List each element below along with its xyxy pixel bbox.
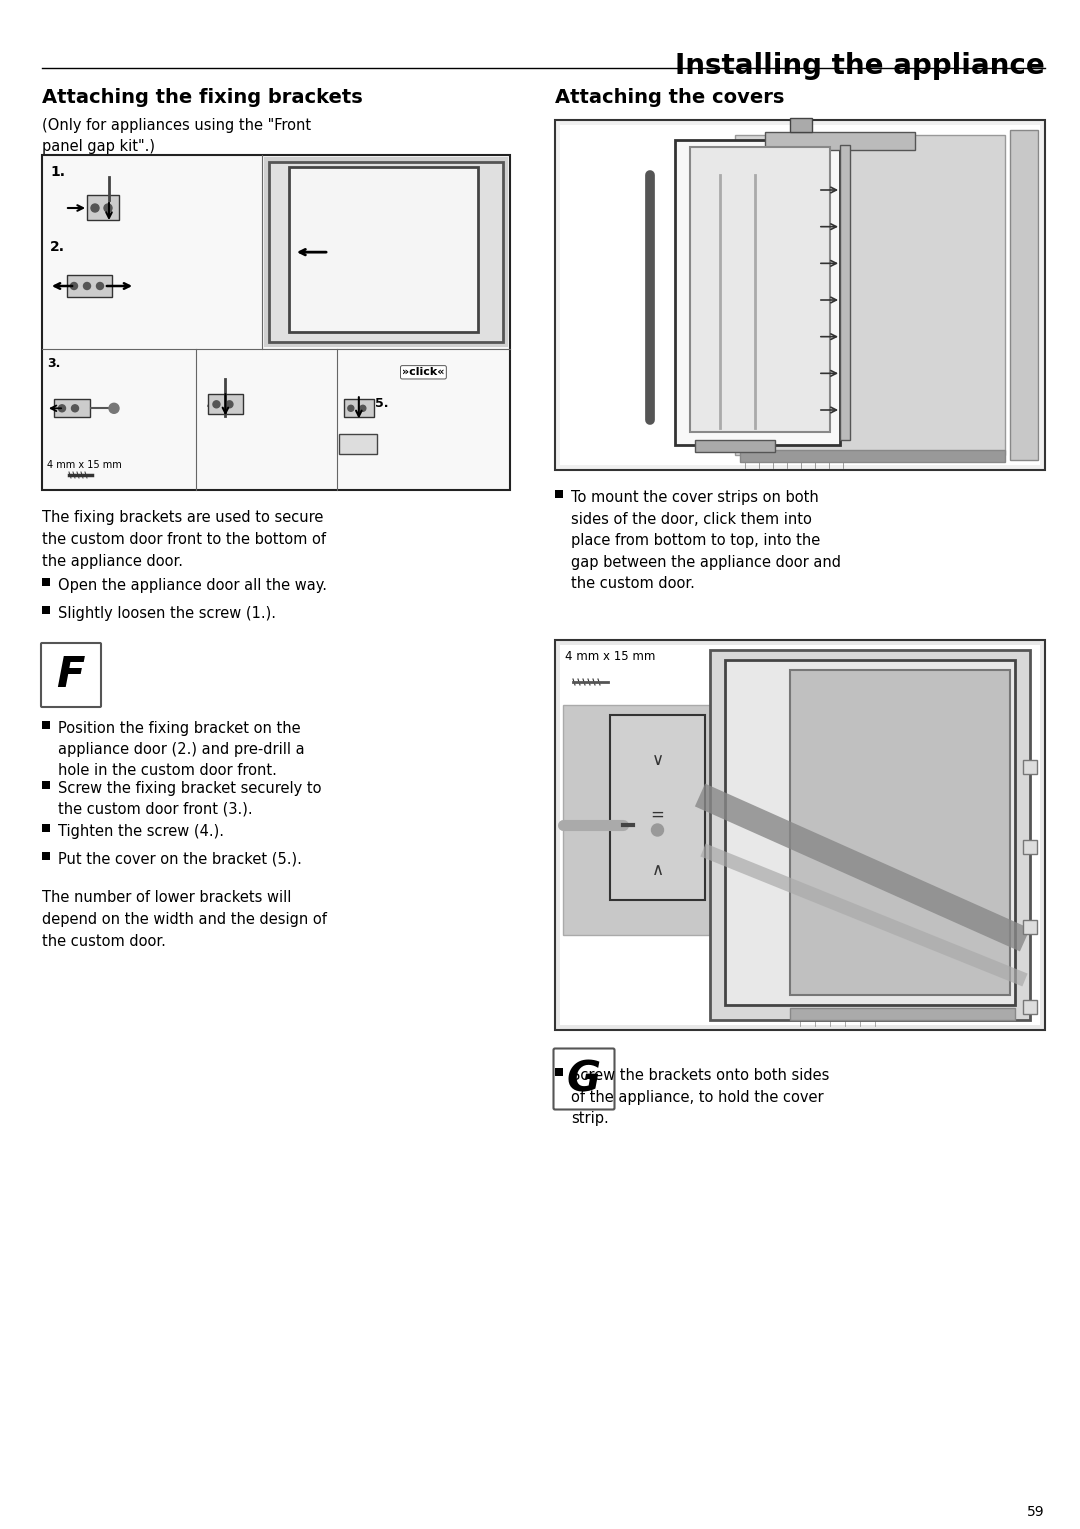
Text: 4.: 4. bbox=[206, 399, 220, 413]
Bar bbox=[87, 196, 119, 220]
Bar bbox=[765, 131, 915, 150]
Text: Open the appliance door all the way.: Open the appliance door all the way. bbox=[58, 578, 327, 593]
Text: Slightly loosen the screw (1.).: Slightly loosen the screw (1.). bbox=[58, 605, 276, 621]
Text: G: G bbox=[567, 1058, 602, 1099]
Text: The fixing brackets are used to secure
the custom door front to the bottom of
th: The fixing brackets are used to secure t… bbox=[42, 511, 326, 569]
Bar bbox=[339, 434, 377, 454]
Bar bbox=[725, 661, 1015, 1005]
Circle shape bbox=[58, 405, 66, 411]
Bar bbox=[1010, 130, 1038, 460]
Bar bbox=[42, 578, 50, 586]
Bar bbox=[789, 1008, 1015, 1020]
Text: =: = bbox=[650, 806, 664, 824]
Text: Screw the brackets onto both sides
of the appliance, to hold the cover
strip.: Screw the brackets onto both sides of th… bbox=[571, 1067, 829, 1127]
Bar bbox=[740, 450, 1005, 462]
Text: 1.: 1. bbox=[50, 165, 65, 179]
Circle shape bbox=[70, 283, 78, 289]
Bar bbox=[789, 670, 1010, 995]
Bar bbox=[1023, 839, 1037, 855]
Bar bbox=[264, 157, 508, 347]
Bar bbox=[1023, 920, 1037, 934]
Text: Tighten the screw (4.).: Tighten the screw (4.). bbox=[58, 824, 224, 839]
Bar bbox=[343, 399, 374, 417]
Text: 4 mm x 15 mm: 4 mm x 15 mm bbox=[565, 650, 656, 664]
Circle shape bbox=[348, 405, 354, 411]
Bar bbox=[208, 394, 243, 414]
Circle shape bbox=[360, 405, 366, 411]
Bar bbox=[555, 641, 1045, 1031]
Bar bbox=[561, 125, 1040, 465]
Bar bbox=[67, 275, 112, 297]
Circle shape bbox=[651, 824, 663, 836]
Bar bbox=[696, 440, 775, 453]
Circle shape bbox=[213, 401, 220, 408]
Text: Screw the fixing bracket securely to
the custom door front (3.).: Screw the fixing bracket securely to the… bbox=[58, 781, 322, 816]
Text: Position the fixing bracket on the
appliance door (2.) and pre-drill a
hole in t: Position the fixing bracket on the appli… bbox=[58, 722, 305, 778]
Bar bbox=[42, 824, 50, 832]
Circle shape bbox=[96, 283, 104, 289]
Bar bbox=[675, 141, 840, 445]
Bar bbox=[563, 705, 728, 936]
Text: (Only for appliances using the "Front
panel gap kit".): (Only for appliances using the "Front pa… bbox=[42, 118, 311, 154]
Bar bbox=[54, 399, 90, 417]
Text: To mount the cover strips on both
sides of the door, click them into
place from : To mount the cover strips on both sides … bbox=[571, 489, 841, 592]
Circle shape bbox=[91, 203, 99, 213]
Bar bbox=[1023, 1000, 1037, 1014]
Bar bbox=[289, 167, 478, 332]
Text: 2.: 2. bbox=[50, 240, 65, 254]
Text: 4 mm x 15 mm: 4 mm x 15 mm bbox=[48, 460, 122, 469]
Text: Attaching the covers: Attaching the covers bbox=[555, 89, 784, 107]
FancyBboxPatch shape bbox=[41, 644, 102, 706]
Bar bbox=[610, 716, 705, 901]
Bar bbox=[42, 852, 50, 859]
Circle shape bbox=[109, 404, 119, 413]
Text: 3.: 3. bbox=[48, 358, 60, 370]
Text: The number of lower brackets will
depend on the width and the design of
the cust: The number of lower brackets will depend… bbox=[42, 890, 327, 950]
Bar bbox=[555, 119, 1045, 469]
Text: Put the cover on the bracket (5.).: Put the cover on the bracket (5.). bbox=[58, 852, 302, 867]
Bar bbox=[42, 154, 510, 489]
Bar bbox=[789, 118, 812, 131]
Bar bbox=[269, 162, 503, 342]
Bar bbox=[561, 645, 1040, 1024]
Bar bbox=[42, 605, 50, 615]
Bar bbox=[42, 722, 50, 729]
Circle shape bbox=[104, 203, 112, 213]
Text: ∨: ∨ bbox=[651, 751, 663, 769]
Bar bbox=[555, 489, 563, 498]
Text: 59: 59 bbox=[1027, 1505, 1045, 1518]
Bar bbox=[735, 135, 1005, 456]
Text: ∧: ∧ bbox=[651, 861, 663, 879]
Circle shape bbox=[71, 405, 79, 411]
Bar bbox=[710, 650, 1030, 1020]
Circle shape bbox=[83, 283, 91, 289]
Text: Installing the appliance: Installing the appliance bbox=[675, 52, 1045, 80]
Bar bbox=[690, 147, 831, 433]
Text: Attaching the fixing brackets: Attaching the fixing brackets bbox=[42, 89, 363, 107]
FancyBboxPatch shape bbox=[554, 1049, 615, 1110]
Text: »click«: »click« bbox=[402, 367, 445, 378]
Bar bbox=[840, 145, 850, 440]
Text: F: F bbox=[56, 654, 84, 696]
Circle shape bbox=[226, 401, 233, 408]
Bar bbox=[42, 781, 50, 789]
Bar bbox=[555, 1067, 563, 1076]
Bar bbox=[1023, 760, 1037, 774]
Text: 5.: 5. bbox=[375, 398, 389, 410]
